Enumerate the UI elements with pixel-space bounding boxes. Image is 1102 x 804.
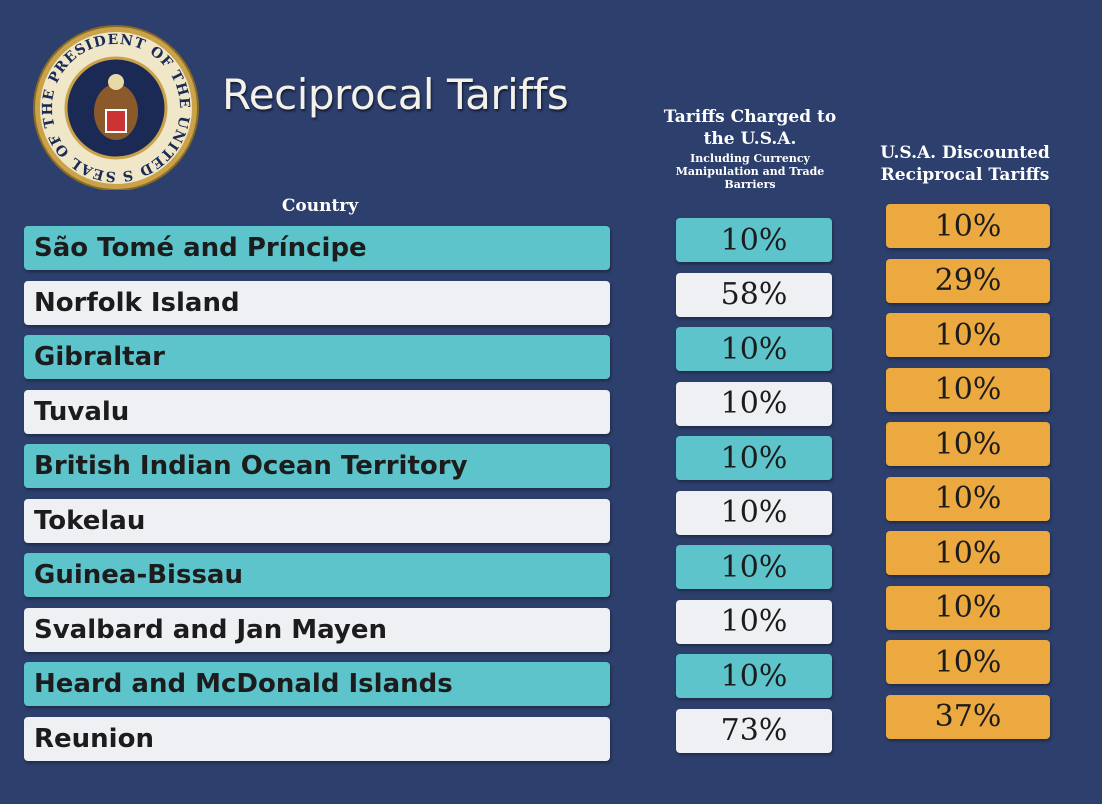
discounted-cell: 10% [886,204,1050,248]
charged-cell: 10% [676,490,832,535]
charged-cell: 58% [676,272,832,317]
discounted-cell: 10% [886,367,1050,412]
country-cell: Guinea-Bissau [24,553,610,597]
discounted-cell: 10% [886,476,1050,521]
country-cell: Norfolk Island [24,280,610,325]
country-cell: British Indian Ocean Territory [24,444,610,488]
country-cell: Heard and McDonald Islands [24,662,610,706]
header-discounted: U.S.A. Discounted Reciprocal Tariffs [880,143,1050,185]
seal: SEAL OF THE PRESIDENT OF THE UNITED STAT… [28,20,199,190]
charged-cell: 10% [676,599,832,644]
header-charged-note: Including Currency Manipulation and Trad… [675,152,825,191]
charged-cell: 73% [676,708,832,753]
country-cell: Gibraltar [24,335,610,379]
discounted-cell: 37% [886,694,1050,739]
country-cell: Reunion [24,716,610,761]
charged-cell: 10% [676,327,832,371]
country-cell: São Tomé and Príncipe [24,226,610,270]
charged-cell: 10% [676,436,832,480]
discounted-cell: 29% [886,258,1050,303]
country-cell: Svalbard and Jan Mayen [24,607,610,652]
header-charged: Tariffs Charged to the U.S.A. [663,107,837,149]
discounted-cell: 10% [886,422,1050,466]
title: Reciprocal Tariffs [222,70,569,119]
country-cell: Tuvalu [24,389,610,434]
discounted-cell: 10% [886,313,1050,357]
header-country: Country [281,196,359,216]
charged-cell: 10% [676,218,832,262]
charged-cell: 10% [676,545,832,589]
charged-cell: 10% [676,381,832,426]
discounted-cell: 10% [886,585,1050,630]
charged-cell: 10% [676,654,832,698]
discounted-cell: 10% [886,531,1050,575]
country-cell: Tokelau [24,498,610,543]
discounted-cell: 10% [886,640,1050,684]
